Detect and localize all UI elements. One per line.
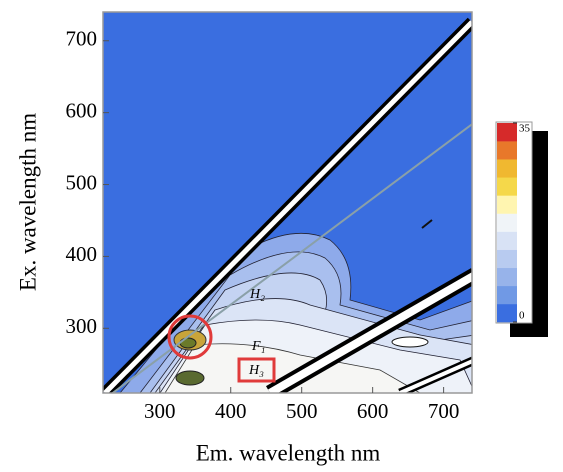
colorbar-swatch (497, 231, 517, 250)
x-axis-label: Em. wavelength nm (196, 440, 381, 465)
x-tick-label: 500 (286, 399, 318, 423)
contour (421, 219, 433, 229)
annotation: F₁ (251, 339, 265, 354)
reference-line (111, 122, 472, 393)
y-tick-label: 500 (66, 170, 98, 194)
colorbar-swatch (497, 213, 517, 232)
annotation: H₃ (248, 363, 264, 378)
y-tick-label: 700 (66, 27, 98, 51)
colorbar-tick-label: 35 (519, 123, 531, 135)
contour-peak (179, 337, 197, 349)
y-tick-label: 600 (66, 98, 98, 122)
x-tick-label: 700 (428, 399, 460, 423)
x-tick-label: 400 (215, 399, 247, 423)
plot-frame (102, 11, 473, 394)
contour-peak (175, 370, 205, 386)
y-tick-label: 300 (66, 314, 98, 338)
colorbar-swatch (497, 141, 517, 160)
scatter-band (268, 272, 472, 393)
colorbar-swatch (497, 267, 517, 287)
colorbar-swatch (497, 123, 517, 142)
colorbar-swatch (497, 159, 517, 178)
contour (391, 336, 429, 348)
colorbar-swatch (497, 249, 517, 269)
annotation: H₂ (249, 287, 265, 302)
y-tick-label: 400 (66, 242, 98, 266)
colorbar-swatch (497, 177, 517, 196)
colorbar-tick-label: 0 (519, 310, 525, 322)
y-axis-label: Ex. wavelength nm (15, 113, 40, 291)
scatter-band (103, 20, 472, 393)
colorbar-swatch (497, 195, 517, 214)
x-tick-label: 600 (357, 399, 389, 423)
colorbar-swatch (497, 303, 517, 323)
colorbar-swatch (497, 285, 517, 305)
x-tick-label: 300 (144, 399, 176, 423)
highlight-circle (167, 314, 213, 360)
scatter-band (399, 359, 472, 393)
highlight-box (237, 357, 276, 383)
